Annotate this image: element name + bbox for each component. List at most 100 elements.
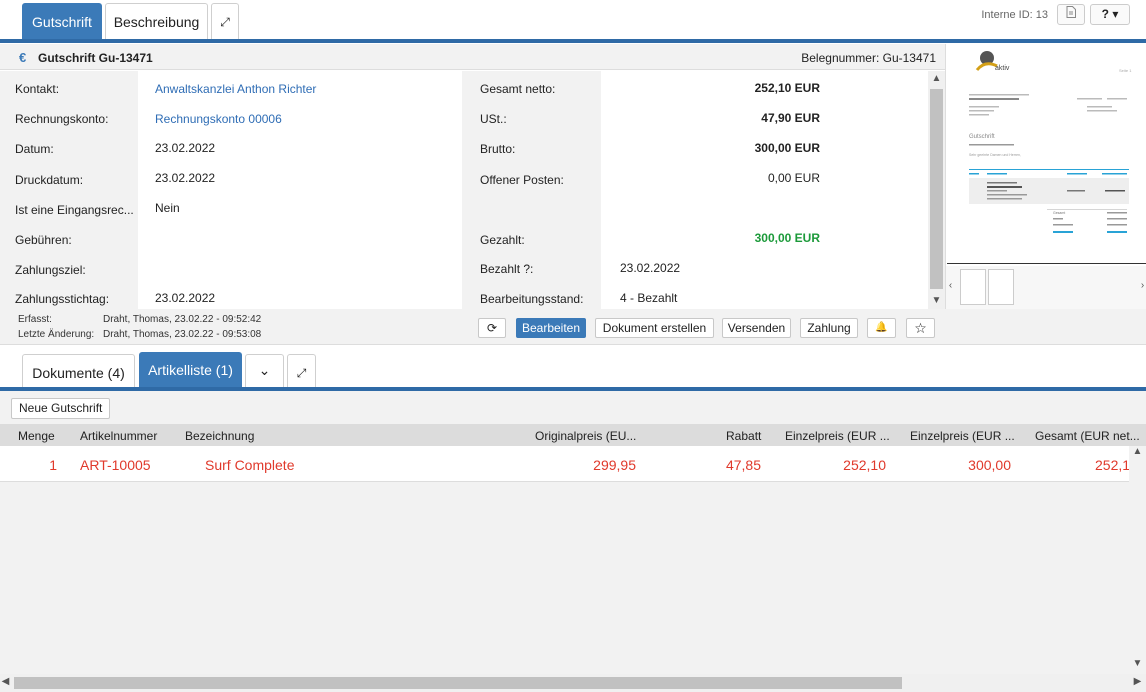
cell-rabatt: 47,85 (725, 457, 761, 473)
eingangsrechnung-value: Nein (155, 201, 180, 215)
preview-total-label: Gesamt (1053, 211, 1065, 215)
column-header[interactable]: Originalpreis (EU... (535, 429, 637, 443)
table-row[interactable]: 1 ART-10005 Surf Complete 299,95 47,85 2… (0, 446, 1146, 482)
label-gesamt-netto: Gesamt netto: (480, 82, 556, 96)
preview-page: aktiv Seite 1 Gutschrift Sehr geehrte Da… (947, 44, 1146, 264)
erfasst-value: Draht, Thomas, 23.02.22 - 09:52:42 (103, 314, 262, 325)
expand-icon[interactable]: ⤢ (211, 3, 239, 39)
bearbeitungsstand-value: 4 - Bezahlt (620, 291, 678, 305)
tab-divider (0, 39, 1146, 43)
gesamt-netto-value: 252,10 EUR (754, 81, 820, 95)
label-bearbeitungsstand: Bearbeitungsstand: (480, 292, 584, 306)
label-rechnungskonto: Rechnungskonto: (15, 112, 109, 126)
bearbeiten-button[interactable]: Bearbeiten (516, 318, 586, 338)
column-header[interactable]: Artikelnummer (80, 429, 158, 443)
preview-thumbnail[interactable] (988, 269, 1014, 305)
dokument-erstellen-button[interactable]: Dokument erstellen (595, 318, 714, 338)
chevron-left-icon[interactable]: ◀ (1, 676, 10, 687)
label-kontakt: Kontakt: (15, 82, 60, 96)
label-zahlungsziel: Zahlungsziel: (15, 263, 86, 277)
kontakt-link[interactable]: Anwaltskanzlei Anthon Richter (155, 82, 317, 96)
label-gebuehren: Gebühren: (15, 233, 72, 247)
label-column-right (462, 71, 601, 309)
tab-beschreibung[interactable]: Beschreibung (105, 3, 208, 39)
brutto-value: 300,00 EUR (754, 141, 820, 155)
offener-posten-value: 0,00 EUR (767, 171, 820, 185)
aenderung-label: Letzte Änderung: (18, 329, 95, 340)
preview-page-label: Seite 1 (1119, 68, 1132, 73)
help-menu-button[interactable]: ? ▾ (1090, 4, 1130, 25)
euro-icon: € (19, 50, 27, 65)
tab-divider (0, 387, 1146, 391)
cell-artikelnummer: ART-10005 (80, 457, 151, 473)
label-zahlungsstichtag: Zahlungsstichtag: (15, 292, 110, 306)
chevron-right-icon[interactable]: ▶ (1133, 676, 1142, 687)
preview-document-image: aktiv Seite 1 Gutschrift Sehr geehrte Da… (969, 51, 1132, 233)
label-eingangsrechnung: Ist eine Eingangsrec... (15, 203, 134, 217)
detail-form: Kontakt: Anwaltskanzlei Anthon Richter R… (0, 71, 928, 309)
aenderung-value: Draht, Thomas, 23.02.22 - 09:53:08 (103, 329, 262, 340)
datum-value: 23.02.2022 (155, 141, 216, 155)
preview-thumbnails: ‹ › (946, 266, 1146, 309)
artikel-grid: Neue Gutschrift Menge Artikelnummer Beze… (0, 391, 1146, 674)
cell-originalpreis: 299,95 (593, 457, 636, 473)
label-offener-posten: Offener Posten: (480, 173, 564, 187)
chevron-down-icon[interactable]: ▼ (1132, 658, 1143, 669)
zahlungsstichtag-value: 23.02.2022 (155, 291, 216, 305)
column-header[interactable]: Menge (18, 429, 55, 443)
preview-thumbnail[interactable] (960, 269, 986, 305)
chevron-down-icon[interactable]: ⌄ (245, 354, 284, 389)
cell-einzelpreis-brutto: 300,00 (968, 457, 1011, 473)
label-brutto: Brutto: (480, 142, 516, 156)
column-header[interactable]: Einzelpreis (EUR ... (785, 429, 890, 443)
tab-dokumente[interactable]: Dokumente (4) (22, 354, 135, 389)
star-icon[interactable]: ☆ (906, 318, 935, 338)
chevron-up-icon[interactable]: ▲ (931, 73, 942, 84)
column-header[interactable]: Gesamt (EUR net... (1035, 429, 1140, 443)
column-header[interactable]: Bezeichnung (185, 429, 255, 443)
druckdatum-value: 23.02.2022 (155, 171, 216, 185)
bell-icon[interactable]: 🔔 (867, 318, 896, 338)
page-title: Gutschrift Gu-13471 (38, 51, 153, 65)
expand-icon[interactable]: ⤢ (287, 354, 316, 389)
refresh-icon[interactable]: ⟳ (478, 318, 506, 338)
chevron-right-icon[interactable]: › (1140, 280, 1145, 291)
grid-horizontal-scrollbar[interactable]: ◀ ▶ (0, 674, 1146, 692)
preview-greeting: Sehr geehrte Damen und Herren, (969, 153, 1021, 157)
chevron-up-icon[interactable]: ▲ (1132, 446, 1143, 457)
chevron-down-icon[interactable]: ▼ (931, 295, 942, 306)
belegnummer: Belegnummer: Gu-13471 (801, 51, 936, 65)
horizontal-scroll-thumb[interactable] (14, 677, 902, 689)
erfasst-label: Erfasst: (18, 314, 52, 325)
form-scrollbar[interactable]: ▲ ▼ (928, 71, 945, 309)
column-header[interactable]: Rabatt (726, 429, 762, 443)
label-bezahlt: Bezahlt ?: (480, 262, 534, 276)
interne-id: Interne ID: 13 (981, 9, 1048, 21)
top-tab-bar: Gutschrift Beschreibung ⤢ Interne ID: 13… (0, 0, 1146, 42)
chevron-left-icon[interactable]: ‹ (948, 280, 953, 291)
detail-header: € Gutschrift Gu-13471 Belegnummer: Gu-13… (0, 44, 945, 70)
versenden-button[interactable]: Versenden (722, 318, 791, 338)
document-icon[interactable] (1057, 4, 1085, 25)
rechnungskonto-link[interactable]: Rechnungskonto 00006 (155, 112, 282, 126)
column-header[interactable]: Einzelpreis (EUR ... (910, 429, 1015, 443)
label-column-left (0, 71, 138, 309)
grid-vertical-scrollbar[interactable]: ▲ ▼ (1129, 446, 1146, 674)
info-action-bar: Erfasst: Draht, Thomas, 23.02.22 - 09:52… (0, 309, 1146, 345)
zahlung-button[interactable]: Zahlung (800, 318, 858, 338)
preview-heading: Gutschrift (969, 134, 995, 140)
cell-bezeichnung: Surf Complete (205, 457, 295, 473)
label-ust: USt.: (480, 112, 507, 126)
tab-artikelliste[interactable]: Artikelliste (1) (139, 352, 242, 389)
neue-gutschrift-button[interactable]: Neue Gutschrift (11, 398, 111, 419)
form-scroll-thumb[interactable] (930, 89, 943, 289)
label-gezahlt: Gezahlt: (480, 233, 525, 247)
label-datum: Datum: (15, 142, 54, 156)
cell-einzelpreis-netto: 252,10 (843, 457, 886, 473)
preview-logo-text: aktiv (995, 65, 1010, 72)
bezahlt-value: 23.02.2022 (620, 261, 681, 275)
document-preview[interactable]: aktiv Seite 1 Gutschrift Sehr geehrte Da… (945, 44, 1146, 309)
ust-value: 47,90 EUR (761, 111, 820, 125)
tab-gutschrift[interactable]: Gutschrift (22, 3, 102, 39)
grid-header: Menge Artikelnummer Bezeichnung Original… (0, 424, 1146, 446)
